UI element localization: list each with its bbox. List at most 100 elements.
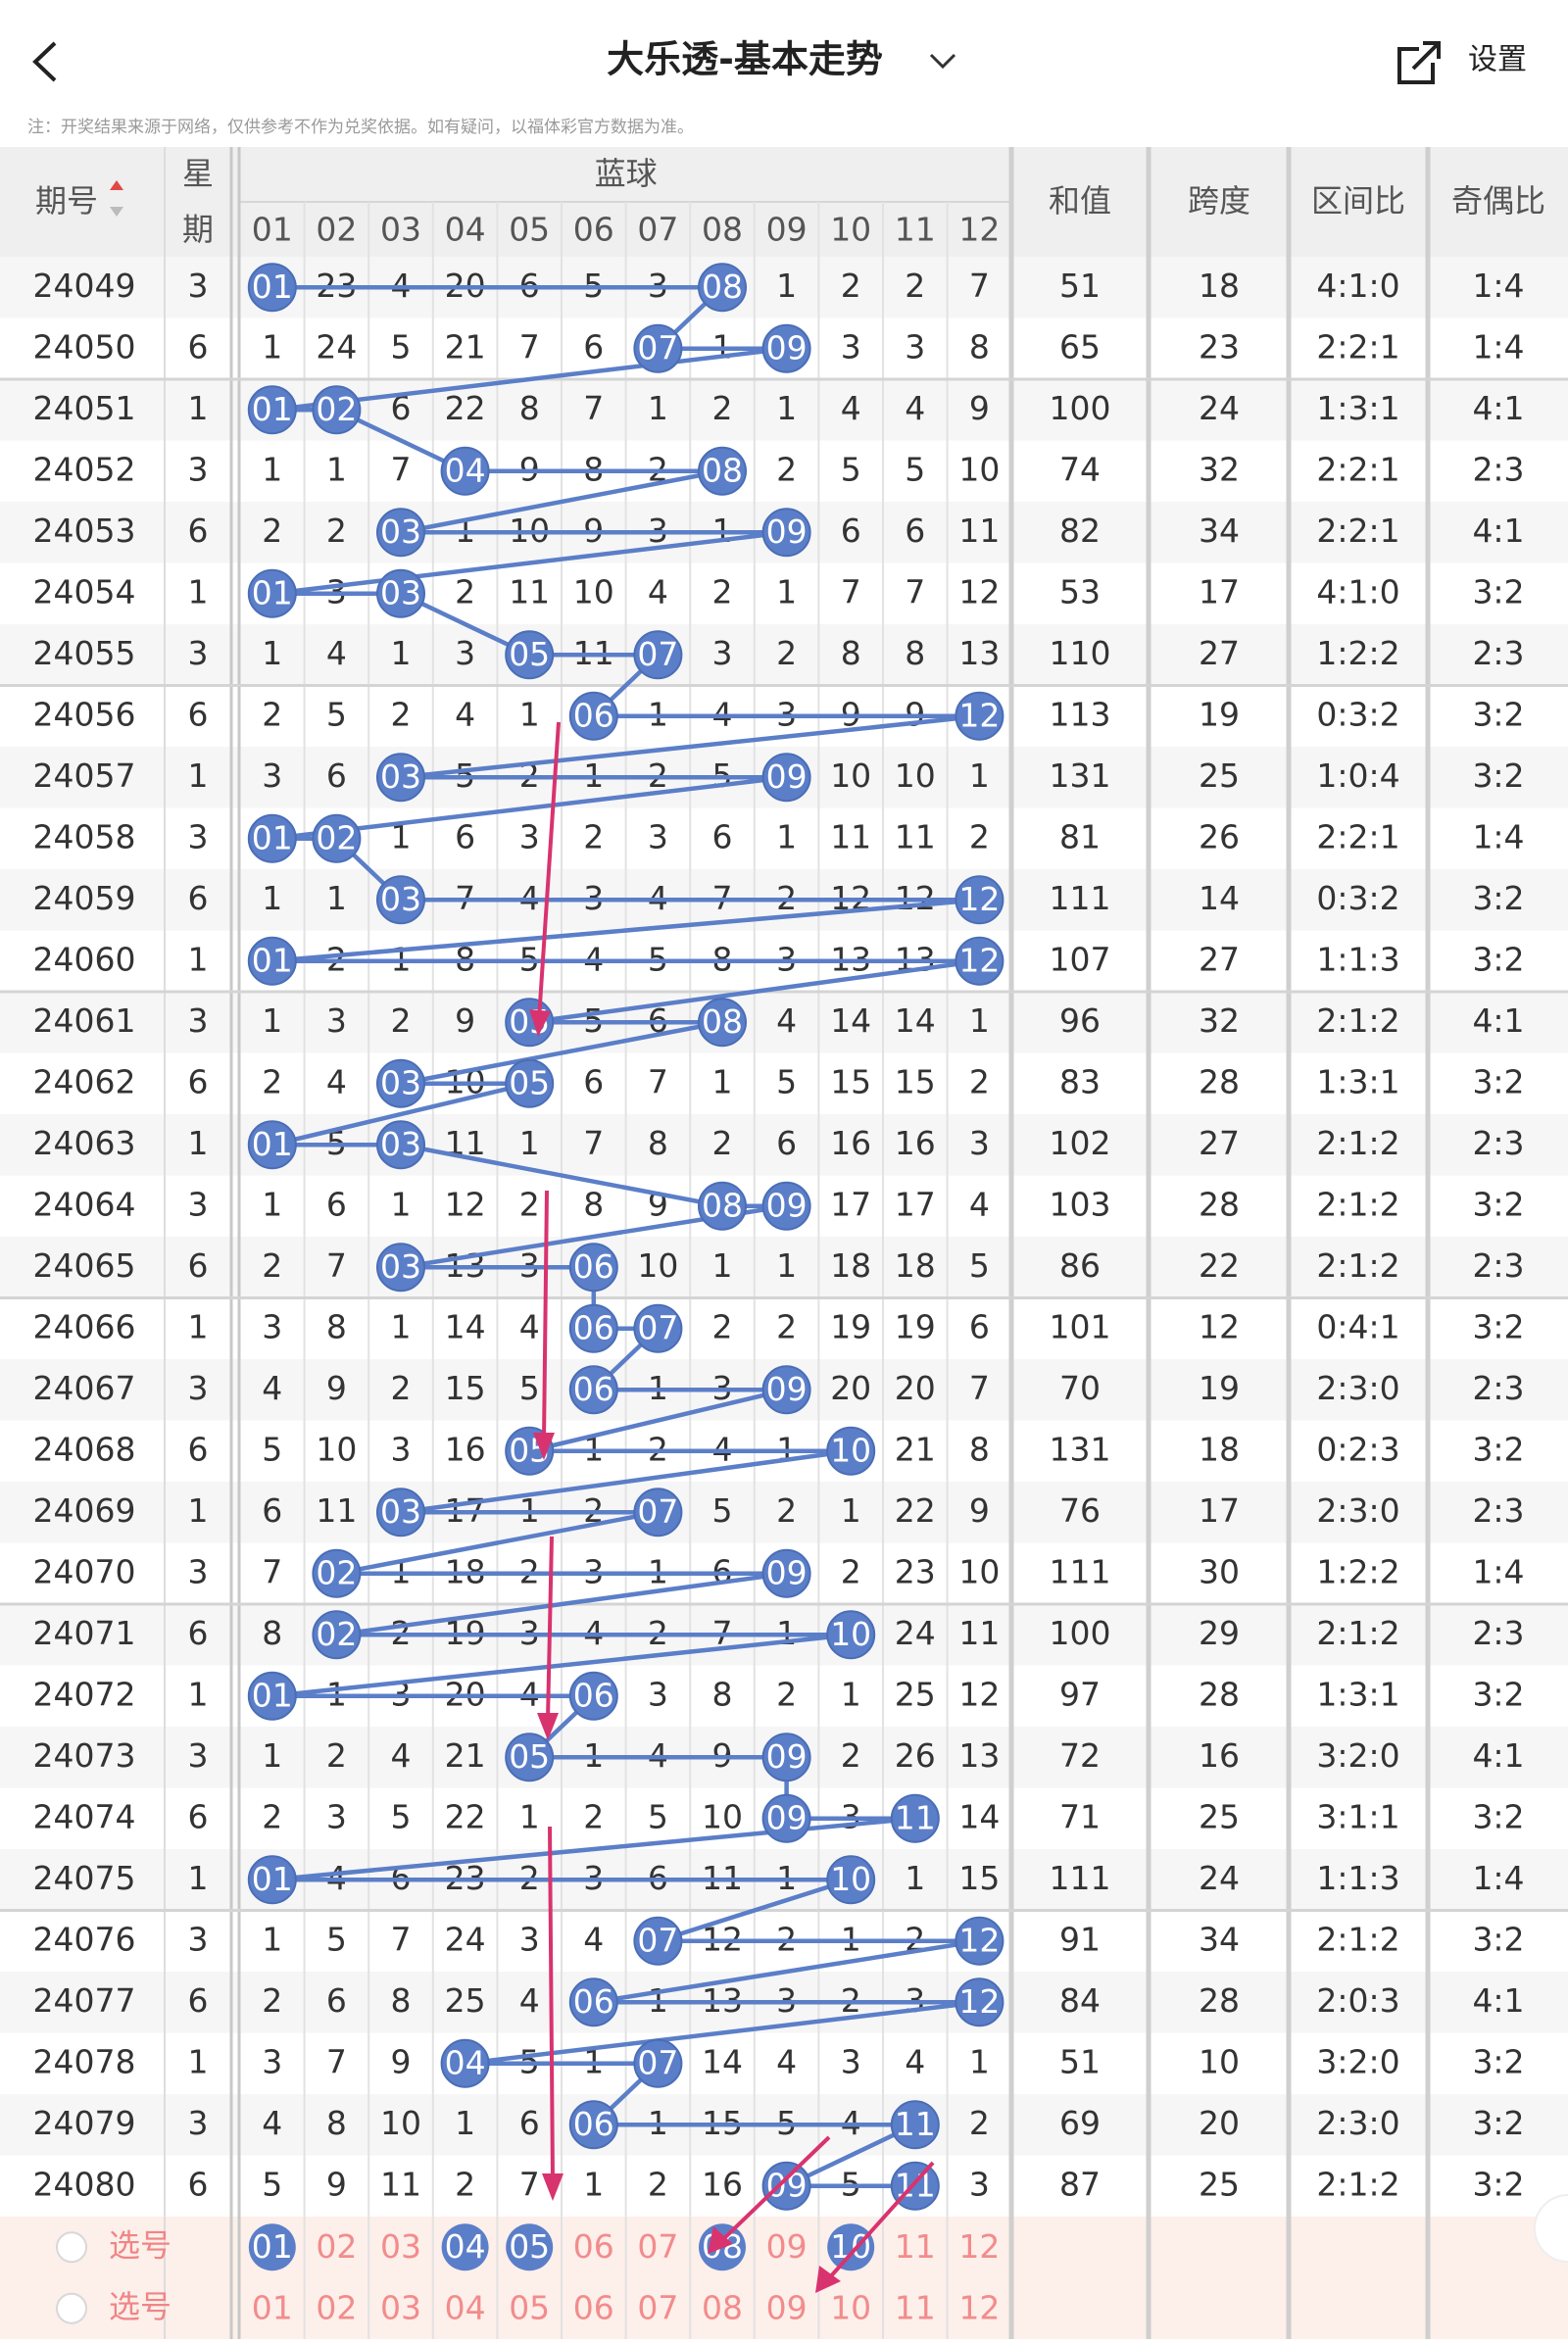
odd-even-ratio: 3:2 xyxy=(1472,1185,1524,1223)
ball-number: 09 xyxy=(766,2166,808,2204)
ball-number: 03 xyxy=(380,513,421,551)
page-title[interactable]: 大乐透-基本走势 xyxy=(607,38,883,81)
ball xyxy=(376,508,425,558)
omission: 6 xyxy=(583,1062,604,1100)
omission: 2 xyxy=(262,1981,282,2020)
pick-number[interactable]: 04 xyxy=(445,2227,486,2266)
omission: 3 xyxy=(969,1124,990,1162)
omission: 20 xyxy=(895,1369,936,1407)
omission: 8 xyxy=(969,327,990,366)
pick-number[interactable]: 09 xyxy=(766,2227,808,2266)
omission: 8 xyxy=(712,1675,733,1713)
settings-button[interactable]: 设置 xyxy=(1468,43,1527,77)
pick-ball[interactable] xyxy=(827,2223,875,2271)
column-header: 星 xyxy=(182,155,214,192)
omission: 1 xyxy=(776,572,797,610)
omission: 2 xyxy=(326,512,347,550)
omission: 2 xyxy=(583,817,604,855)
omission: 2 xyxy=(391,1369,412,1407)
sum: 111 xyxy=(1050,1859,1111,1897)
ball-number: 07 xyxy=(637,635,678,673)
row-stripe xyxy=(0,624,1568,686)
odd-even-ratio: 1:4 xyxy=(1472,267,1524,305)
pick-number[interactable]: 03 xyxy=(380,2227,421,2266)
pick-number[interactable]: 06 xyxy=(573,2227,614,2266)
ball xyxy=(568,1671,618,1721)
omission: 1 xyxy=(262,879,282,917)
title-dropdown[interactable] xyxy=(929,53,956,70)
pick-number[interactable]: 10 xyxy=(830,2288,871,2326)
sum: 82 xyxy=(1059,512,1101,550)
omission: 2 xyxy=(969,2104,990,2142)
omission: 4 xyxy=(841,389,861,427)
omission: 5 xyxy=(262,1430,282,1468)
omission: 4 xyxy=(905,389,925,427)
pick-number[interactable]: 02 xyxy=(316,2288,357,2326)
omission: 6 xyxy=(455,817,475,855)
odd-even-ratio: 4:1 xyxy=(1472,1981,1524,2020)
floating-button[interactable] xyxy=(1534,2194,1568,2263)
pick-radio[interactable] xyxy=(56,2292,87,2324)
share-button[interactable] xyxy=(1397,41,1441,84)
ball-number: 06 xyxy=(573,1370,614,1408)
omission: 8 xyxy=(841,634,861,672)
pick-number[interactable]: 06 xyxy=(573,2288,614,2326)
pick-radio[interactable] xyxy=(56,2231,87,2264)
ball-number: 05 xyxy=(509,1063,550,1101)
omission: 4 xyxy=(326,634,347,672)
pick-number[interactable]: 08 xyxy=(702,2288,743,2326)
issue: 24074 xyxy=(33,1797,136,1835)
pick-number[interactable]: 04 xyxy=(445,2288,486,2326)
zone-ratio: 2:1:2 xyxy=(1316,1614,1399,1652)
ball xyxy=(955,1916,1004,1966)
omission: 3 xyxy=(969,2165,990,2203)
omission: 3 xyxy=(905,327,925,366)
pick-number[interactable]: 05 xyxy=(509,2227,550,2266)
pick-number[interactable]: 12 xyxy=(958,2227,1000,2266)
omission: 2 xyxy=(905,267,925,305)
pick-number[interactable]: 05 xyxy=(509,2288,550,2326)
sum: 110 xyxy=(1050,634,1111,672)
pick-number[interactable]: 01 xyxy=(252,2288,293,2326)
ball-number: 09 xyxy=(766,1798,808,1836)
span: 29 xyxy=(1199,1614,1240,1652)
pick-number[interactable]: 02 xyxy=(316,2227,357,2266)
pick-number[interactable]: 11 xyxy=(895,2288,936,2326)
ball xyxy=(247,568,297,618)
omission: 1 xyxy=(841,1675,861,1713)
omission: 17 xyxy=(895,1185,936,1223)
odd-even-ratio: 3:2 xyxy=(1472,2165,1524,2203)
omission: 2 xyxy=(648,2165,668,2203)
omission: 1 xyxy=(391,1307,412,1345)
omission: 6 xyxy=(712,817,733,855)
pick-number[interactable]: 03 xyxy=(380,2288,421,2326)
pick-ball[interactable] xyxy=(441,2223,489,2271)
odd-even-ratio: 3:2 xyxy=(1472,572,1524,610)
pick-number[interactable]: 11 xyxy=(895,2227,936,2266)
pick-number[interactable]: 07 xyxy=(637,2227,678,2266)
pick-number[interactable]: 01 xyxy=(252,2227,293,2266)
sum: 69 xyxy=(1059,2104,1101,2142)
odd-even-ratio: 2:3 xyxy=(1472,1124,1524,1162)
pick-number[interactable]: 10 xyxy=(830,2227,871,2266)
pick-number[interactable]: 12 xyxy=(958,2288,1000,2326)
pick-number[interactable]: 07 xyxy=(637,2288,678,2326)
zone-ratio: 2:1:2 xyxy=(1316,1185,1399,1223)
omission: 4 xyxy=(776,2042,797,2080)
sum: 84 xyxy=(1059,1981,1101,2020)
omission: 24 xyxy=(445,1920,486,1958)
pick-ball[interactable] xyxy=(248,2223,296,2271)
pick-ball[interactable] xyxy=(506,2223,554,2271)
omission: 1 xyxy=(776,1246,797,1285)
pick-number[interactable]: 09 xyxy=(766,2288,808,2326)
back-button[interactable] xyxy=(32,41,57,82)
omission: 3 xyxy=(841,327,861,366)
ball-number: 06 xyxy=(573,1308,614,1346)
omission: 2 xyxy=(712,1124,733,1162)
column-header: 09 xyxy=(766,211,808,249)
odd-even-ratio: 3:2 xyxy=(1472,1307,1524,1345)
ball xyxy=(505,1058,555,1108)
weekday: 1 xyxy=(188,940,209,978)
omission: 1 xyxy=(776,267,797,305)
omission: 21 xyxy=(445,327,486,366)
